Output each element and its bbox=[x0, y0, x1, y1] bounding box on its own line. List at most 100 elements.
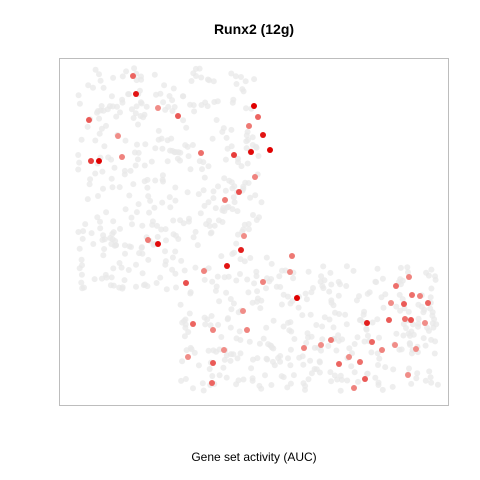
cell-point bbox=[170, 218, 176, 224]
cell-point bbox=[85, 82, 91, 88]
cell-point bbox=[403, 325, 409, 331]
active-cell-point bbox=[425, 300, 431, 306]
cell-point bbox=[254, 288, 260, 294]
active-cell-point bbox=[406, 274, 412, 280]
cell-point bbox=[327, 270, 333, 276]
cell-point bbox=[196, 362, 202, 368]
cell-point bbox=[376, 380, 382, 386]
cell-point bbox=[122, 251, 128, 257]
cell-point bbox=[211, 188, 217, 194]
active-cell-point bbox=[201, 268, 207, 274]
cell-point bbox=[333, 348, 339, 354]
cell-point bbox=[165, 158, 171, 164]
cell-point bbox=[414, 370, 420, 376]
cell-point bbox=[423, 378, 429, 384]
cell-point bbox=[245, 161, 251, 167]
cell-point bbox=[306, 376, 312, 382]
cell-point bbox=[192, 265, 198, 271]
cell-point bbox=[193, 66, 199, 72]
cell-point bbox=[110, 218, 116, 224]
cell-point bbox=[300, 353, 306, 359]
cell-point bbox=[276, 273, 282, 279]
active-cell-point bbox=[346, 354, 352, 360]
cell-point bbox=[100, 186, 106, 192]
cell-point bbox=[206, 163, 212, 169]
active-cell-point bbox=[175, 113, 181, 119]
cell-point bbox=[254, 145, 260, 151]
cell-point bbox=[79, 257, 85, 263]
cell-point bbox=[138, 74, 144, 80]
cell-point bbox=[159, 146, 165, 152]
cell-point bbox=[144, 104, 150, 110]
cell-point bbox=[191, 234, 197, 240]
cell-point bbox=[254, 355, 260, 361]
cell-point bbox=[344, 321, 350, 327]
cell-point bbox=[207, 223, 213, 229]
cell-point bbox=[346, 345, 352, 351]
cell-point bbox=[228, 358, 234, 364]
cell-point bbox=[223, 157, 229, 163]
cell-point bbox=[376, 356, 382, 362]
cell-point bbox=[85, 196, 91, 202]
cell-point bbox=[168, 136, 174, 142]
cell-point bbox=[328, 297, 334, 303]
active-cell-point bbox=[301, 345, 307, 351]
cell-point bbox=[185, 189, 191, 195]
cell-point bbox=[238, 256, 244, 262]
cell-point bbox=[229, 143, 235, 149]
cell-point bbox=[256, 383, 262, 389]
cell-point bbox=[228, 351, 234, 357]
active-cell-point bbox=[119, 154, 125, 160]
cell-point bbox=[123, 138, 129, 144]
cell-point bbox=[264, 357, 270, 363]
cell-point bbox=[101, 108, 107, 114]
cell-point bbox=[363, 326, 369, 332]
cell-point bbox=[327, 317, 333, 323]
active-cell-point bbox=[252, 174, 258, 180]
cell-point bbox=[92, 276, 98, 282]
cell-point bbox=[80, 236, 86, 242]
active-cell-point bbox=[357, 359, 363, 365]
cell-point bbox=[248, 365, 254, 371]
cell-point bbox=[147, 198, 153, 204]
cell-point bbox=[237, 337, 243, 343]
cell-point bbox=[222, 274, 228, 280]
cell-point bbox=[390, 384, 396, 390]
cell-point bbox=[421, 335, 427, 341]
cell-point bbox=[170, 255, 176, 261]
cell-point bbox=[281, 374, 287, 380]
cell-point bbox=[96, 116, 102, 122]
active-cell-point bbox=[392, 342, 398, 348]
active-cell-point bbox=[289, 253, 295, 259]
cell-point bbox=[326, 289, 332, 295]
cell-point bbox=[193, 229, 199, 235]
cell-point bbox=[187, 311, 193, 317]
cell-point bbox=[233, 73, 239, 79]
cell-point bbox=[348, 363, 354, 369]
active-cell-point bbox=[369, 339, 375, 345]
cell-point bbox=[101, 143, 107, 149]
active-cell-point bbox=[328, 337, 334, 343]
cell-point bbox=[243, 78, 249, 84]
active-cell-point bbox=[422, 320, 428, 326]
cell-point bbox=[152, 145, 158, 151]
cell-point bbox=[303, 340, 309, 346]
cell-point bbox=[397, 276, 403, 282]
cell-point bbox=[224, 375, 230, 381]
active-cell-point bbox=[231, 152, 237, 158]
cell-point bbox=[97, 225, 103, 231]
cell-point bbox=[191, 102, 197, 108]
active-cell-point bbox=[145, 237, 151, 243]
cell-point bbox=[126, 193, 132, 199]
cell-point bbox=[375, 362, 381, 368]
cell-point bbox=[92, 171, 98, 177]
cell-point bbox=[288, 301, 294, 307]
cell-point bbox=[193, 73, 199, 79]
active-cell-point bbox=[96, 158, 102, 164]
cell-point bbox=[314, 366, 320, 372]
cell-point bbox=[372, 375, 378, 381]
cell-point bbox=[380, 276, 386, 282]
cell-point bbox=[328, 282, 334, 288]
cell-point bbox=[236, 377, 242, 383]
cell-point bbox=[426, 368, 432, 374]
